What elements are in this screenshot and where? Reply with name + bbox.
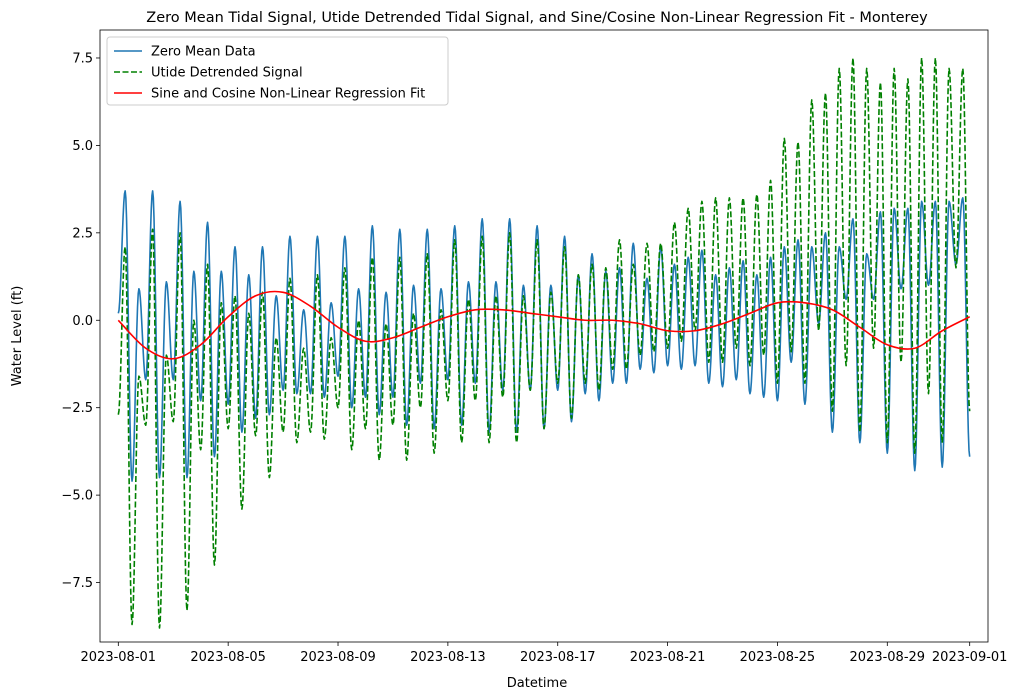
x-tick-label: 2023-08-17: [520, 650, 596, 665]
plot-frame: [99, 29, 989, 643]
plot-area: [117, 57, 971, 629]
x-tick-label: 2023-08-25: [740, 650, 816, 665]
x-tick-label: 2023-08-21: [630, 650, 706, 665]
legend-label: Zero Mean Data: [151, 45, 256, 60]
legend-label: Sine and Cosine Non-Linear Regression Fi…: [151, 87, 425, 102]
series-regression-fit: [117, 290, 971, 360]
series-utide-detrended-signal: [117, 57, 971, 629]
legend-frame: [106, 36, 449, 106]
x-tick-label: 2023-08-09: [300, 650, 376, 665]
x-tick-label: 2023-09-01: [932, 650, 1008, 665]
x-tick-label: 2023-08-13: [410, 650, 486, 665]
x-axis: 2023-08-01 2023-08-05 2023-08-09 2023-08-13…: [81, 642, 1008, 665]
chart-title: Zero Mean Tidal Signal, Utide Detrended …: [146, 10, 928, 26]
y-tick-label: 0.0: [72, 314, 93, 329]
y-tick-label: −5.0: [61, 489, 93, 504]
y-tick-label: 7.5: [72, 51, 93, 66]
x-tick-label: 2023-08-29: [850, 650, 926, 665]
y-tick-label: 5.0: [72, 139, 93, 154]
legend: Zero Mean Data Utide Detrended Signal Sine…: [106, 36, 449, 106]
legend-label: Utide Detrended Signal: [151, 66, 303, 81]
y-axis-label: Water Level (ft): [10, 286, 25, 387]
y-tick-label: 2.5: [72, 226, 93, 241]
series-zero-mean-data: [117, 190, 971, 482]
y-tick-label: −2.5: [61, 401, 93, 416]
y-tick-label: −7.5: [61, 576, 93, 591]
x-tick-label: 2023-08-01: [81, 650, 157, 665]
x-axis-label: Datetime: [507, 676, 567, 691]
x-tick-label: 2023-08-05: [190, 650, 266, 665]
y-axis: −7.5 −5.0 −2.5 0.0 2.5 5.0 7.5: [61, 51, 100, 591]
